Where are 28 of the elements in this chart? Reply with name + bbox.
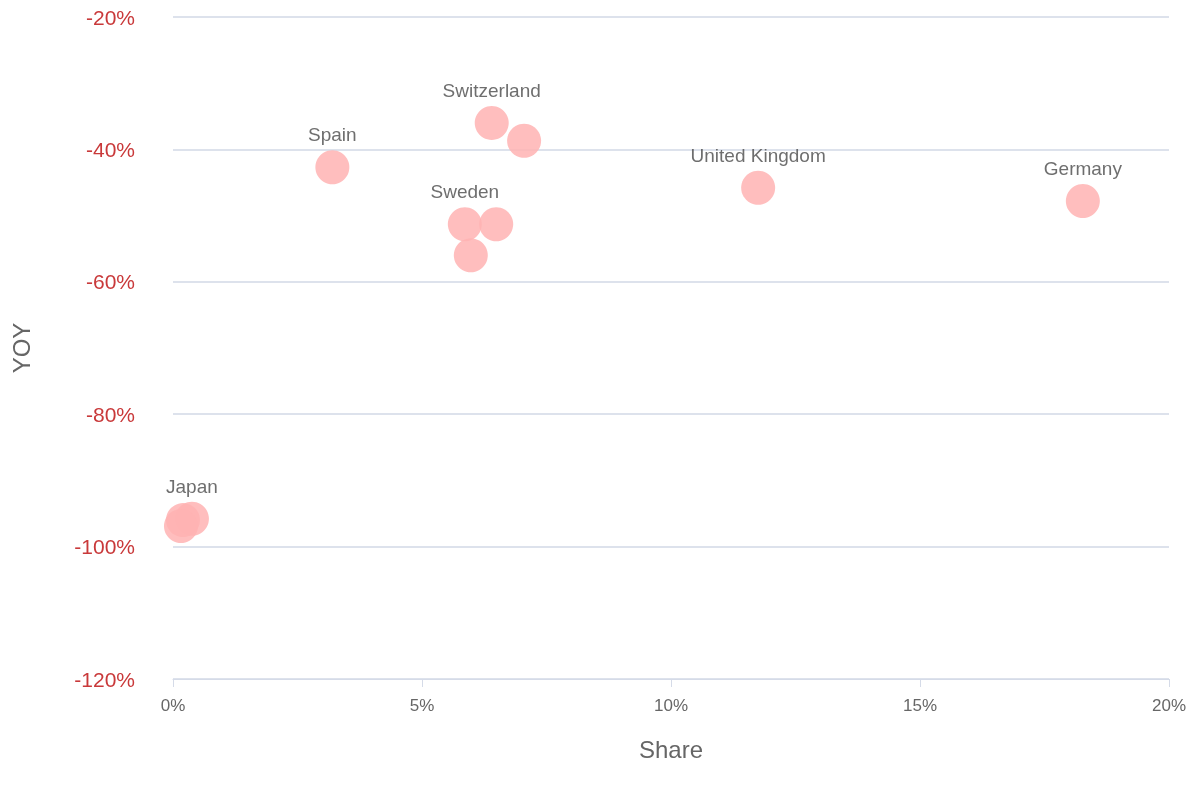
data-label: Switzerland (442, 79, 541, 101)
data-label: Japan (166, 475, 218, 497)
x-tick-label: 10% (653, 696, 689, 715)
point (164, 509, 198, 544)
y-tick-label: -120% (74, 667, 135, 691)
y-tick-label: -20% (85, 5, 135, 29)
y-axis-title: YOY (7, 322, 35, 374)
point (479, 207, 514, 242)
x-tick-label: 5% (409, 696, 435, 715)
data-label: United Kingdom (690, 144, 826, 166)
y-tick-label: -40% (85, 137, 135, 161)
y-tick-label: -60% (85, 270, 135, 294)
point (1065, 184, 1100, 219)
point (315, 150, 350, 185)
y-tick-label: -100% (74, 535, 135, 559)
point (474, 105, 509, 140)
x-axis-title: Share (638, 735, 704, 763)
x-tick-label: 20% (1151, 696, 1187, 715)
y-tick-label: -80% (85, 402, 135, 426)
x-tick-label: 15% (902, 696, 938, 715)
point (447, 207, 482, 242)
point (507, 123, 542, 158)
data-label: Germany (1043, 158, 1123, 180)
point (453, 238, 488, 273)
data-label: Spain (308, 124, 357, 146)
x-tick-label: 0% (160, 696, 186, 715)
point (741, 170, 776, 205)
data-label: Sweden (430, 181, 500, 203)
